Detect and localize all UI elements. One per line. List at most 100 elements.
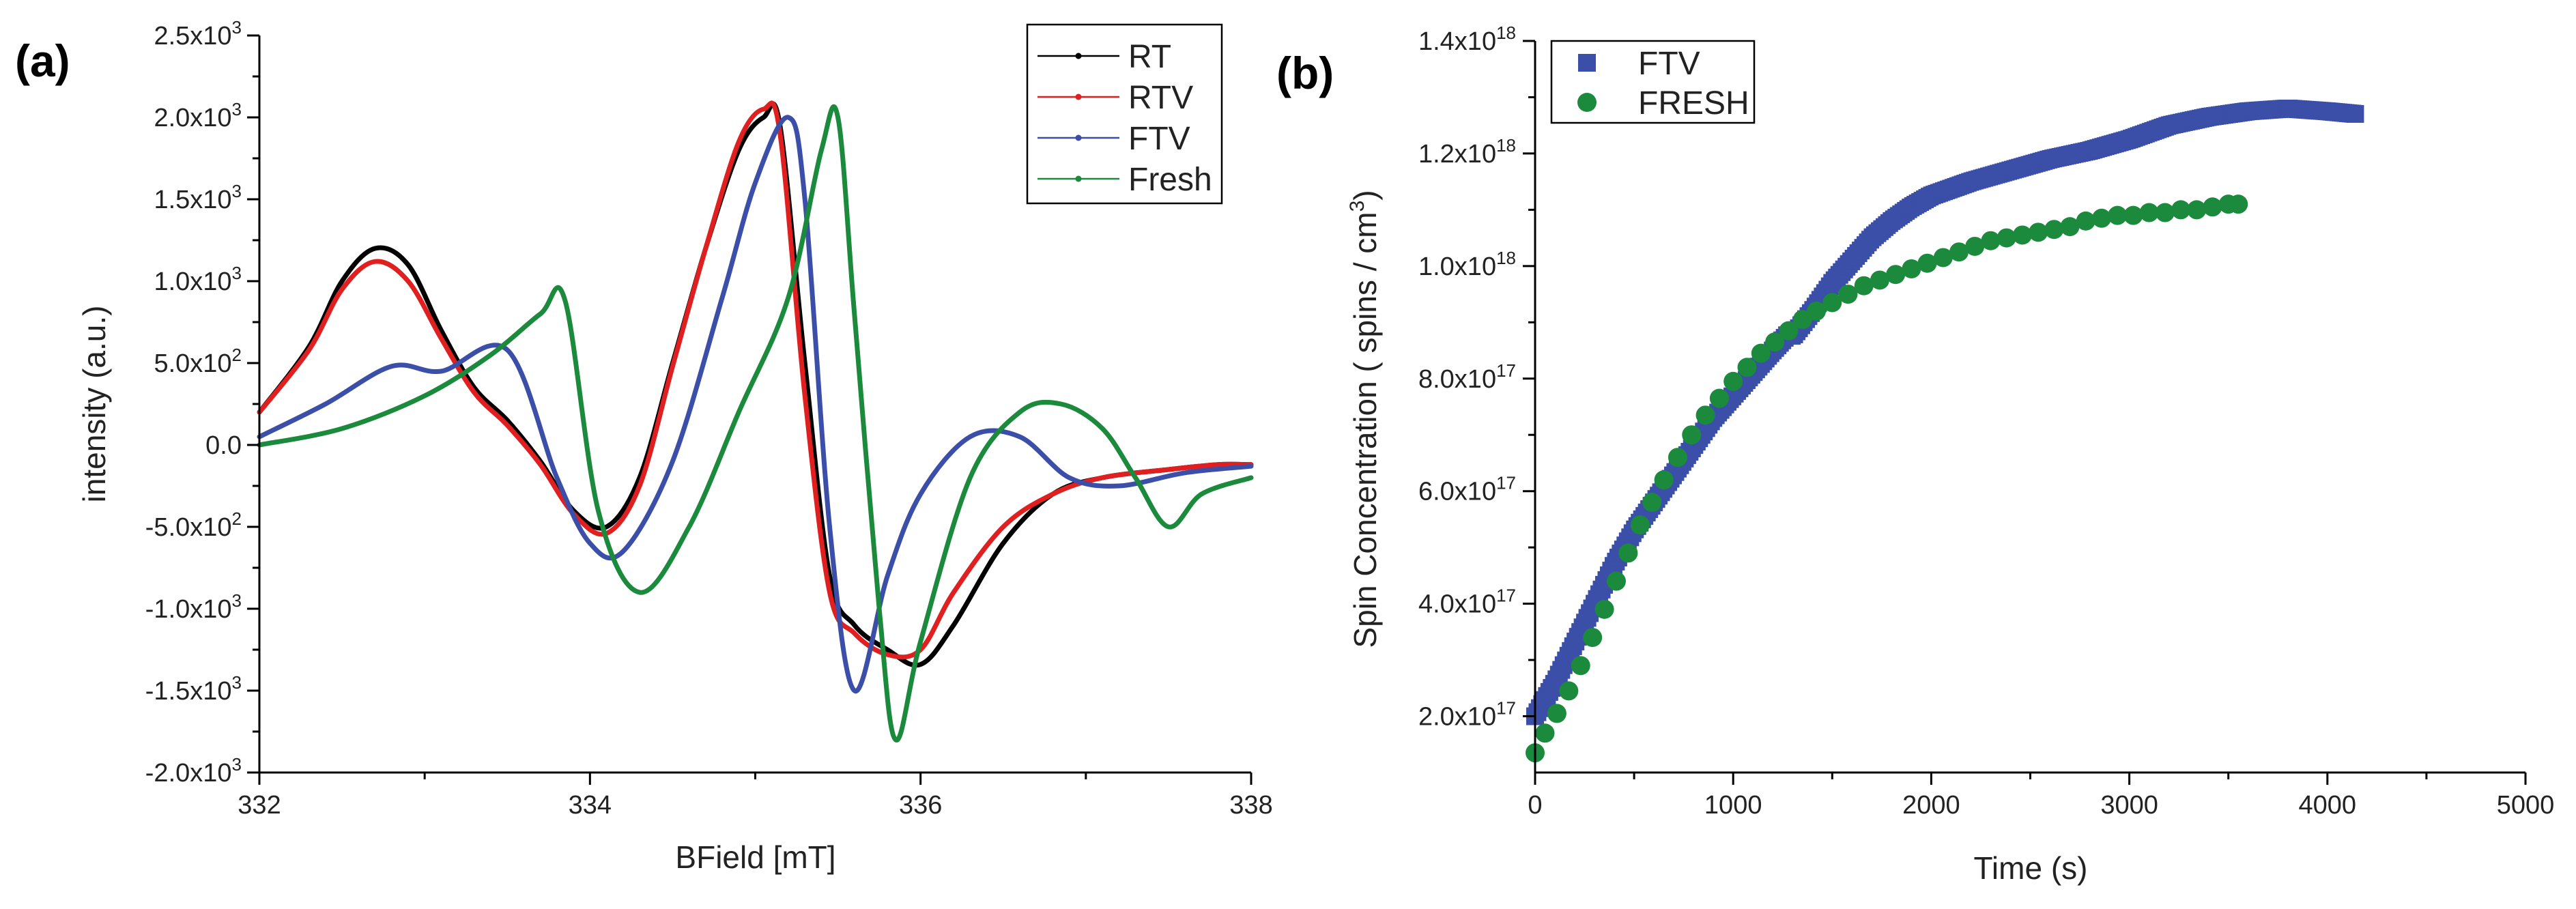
b-fresh-point [1949,242,1969,262]
b-fresh-point [1737,358,1757,377]
a-y-tick-label-4-mantissa: 5.0x10 [154,349,231,378]
panel-b-y-axis-title-sup: 3 [1346,201,1369,212]
b-fresh-point [2108,205,2128,225]
a-y-tick-label-2-mantissa: 1.5x10 [154,186,231,214]
b-fresh-point [2060,217,2080,237]
b-x-tick-label-0: 0 [1528,791,1542,820]
b-fresh-point [1535,723,1555,743]
a-legend-label-fresh: Fresh [1128,162,1212,198]
b-fresh-point [2029,222,2048,242]
a-y-tick-label-1-exponent: 3 [232,99,242,119]
b-y-tick-label-5-exponent: 17 [1496,586,1516,606]
a-y-tick-label-9-mantissa: -2.0x10 [145,759,232,788]
b-fresh-point [1751,343,1771,363]
b-fresh-point [2203,197,2222,217]
a-y-tick-label-8-mantissa: -1.5x10 [145,677,232,706]
a-x-tick-label-2: 336 [899,791,942,820]
b-fresh-point [2012,225,2032,245]
b-series-ftv [1526,100,2364,725]
a-series-rt-line [257,101,1254,668]
a-y-tick-label-6: -5.0x102 [145,508,242,542]
b-ftv-point [2346,104,2364,123]
b-fresh-point [1838,285,1858,304]
panel-a-y-ticks: 2.5x1032.0x1031.5x1031.0x1035.0x1020.0-5… [145,17,259,788]
b-fresh-point [2229,194,2248,214]
a-y-tick-label-1: 2.0x103 [154,99,242,132]
b-y-tick-label-0-exponent: 18 [1496,23,1516,43]
b-y-tick-label-4-exponent: 17 [1496,473,1516,493]
a-y-tick-label-5-mantissa: 0.0 [205,431,242,460]
b-fresh-point [2155,203,2175,222]
a-series-fresh-line [257,104,1254,742]
b-x-tick-label-3: 3000 [2100,791,2158,820]
a-y-tick-label-7-mantissa: -1.0x10 [145,595,232,624]
b-fresh-point [1547,704,1566,723]
a-series-rtv-line [257,100,1254,660]
a-legend-label-rt: RT [1128,39,1171,75]
b-fresh-point [1642,493,1662,513]
b-x-tick-label-1: 1000 [1704,791,1762,820]
b-fresh-point [2139,203,2159,222]
b-series-fresh [1526,194,2248,763]
a-y-tick-label-0: 2.5x103 [154,17,242,50]
b-fresh-point [2076,211,2095,231]
b-fresh-point [1965,236,1985,256]
panel-b-x-ticks: 0 1000 2000 3000 4000 5000 [1528,773,2554,820]
panel-b-y-axis-title-tail: ) [1347,190,1383,200]
b-fresh-point [1902,259,1921,278]
a-y-tick-label-4: 5.0x102 [154,345,242,378]
b-x-tick-label-5: 5000 [2497,791,2555,820]
b-y-tick-label-3-exponent: 17 [1496,360,1516,381]
a-x-tick-label-1: 334 [569,791,612,820]
b-fresh-point [1618,543,1638,563]
panel-a-legend: RT RTV FTV Fresh [1026,23,1223,205]
b-fresh-point [1933,248,1953,268]
b-y-tick-label-5: 4.0x1017 [1418,586,1516,619]
b-y-tick-label-1-mantissa: 1.2x10 [1418,140,1496,169]
a-y-tick-label-3-mantissa: 1.0x10 [154,268,231,296]
a-y-tick-label-8-exponent: 3 [232,672,242,693]
panel-b-y-axis-title-main: Spin Concentration ( spins / cm [1347,212,1383,648]
b-fresh-point [1981,231,2001,250]
panel-b-y-ticks: 1.4x10181.2x10181.0x10188.0x10176.0x1017… [1418,23,1535,732]
b-fresh-point [1723,371,1743,391]
panel-a-plot-area [257,100,1254,742]
panel-b-x-axis-title: Time (s) [1974,850,2088,886]
b-fresh-point [1997,228,2016,248]
b-fresh-point [2123,205,2143,225]
b-fresh-point [1779,321,1799,341]
a-y-tick-label-3-exponent: 3 [232,263,242,283]
a-y-tick-label-8: -1.5x103 [145,672,242,706]
panel-b-chart: (b) 0 1000 2000 3000 4000 5000 1.4x10181.2x10… [1276,23,2554,886]
a-y-tick-label-1-mantissa: 2.0x10 [154,104,231,132]
b-y-tick-label-2-exponent: 18 [1496,248,1516,268]
panel-a-y-axis-title: intensity (a.u.) [76,306,112,503]
a-y-tick-label-3: 1.0x103 [154,263,242,296]
b-y-tick-label-3-mantissa: 8.0x10 [1418,365,1496,394]
a-y-tick-label-9: -2.0x103 [145,754,242,788]
panel-a-chart: (a) 332 334 336 338 2.5x1032.0x1031.5x1031.… [15,17,1273,875]
b-fresh-point [1765,332,1785,352]
b-fresh-point [1668,448,1687,467]
a-x-tick-label-3: 338 [1229,791,1272,820]
b-fresh-point [1594,599,1614,619]
b-fresh-point [1807,301,1827,321]
b-fresh-point [1630,515,1650,535]
a-y-tick-label-2-exponent: 3 [232,181,242,201]
panel-a-x-ticks: 332 334 336 338 [238,773,1273,820]
b-fresh-point [1654,470,1674,490]
b-fresh-point [1695,405,1715,425]
a-y-tick-label-6-exponent: 2 [232,508,242,529]
b-legend-label-ftv: FTV [1638,46,1700,82]
a-legend-label-ftv: FTV [1128,121,1190,157]
b-y-tick-label-1-exponent: 18 [1496,135,1516,156]
a-x-tick-label-0: 332 [238,791,281,820]
b-y-tick-label-6-exponent: 17 [1496,698,1516,719]
a-y-tick-label-0-exponent: 3 [232,17,242,38]
b-y-tick-label-1: 1.2x1018 [1418,135,1516,169]
b-x-tick-label-4: 4000 [2299,791,2357,820]
b-fresh-point [1682,425,1702,445]
b-fresh-point [1870,270,1889,290]
b-y-tick-label-3: 8.0x1017 [1418,360,1516,394]
